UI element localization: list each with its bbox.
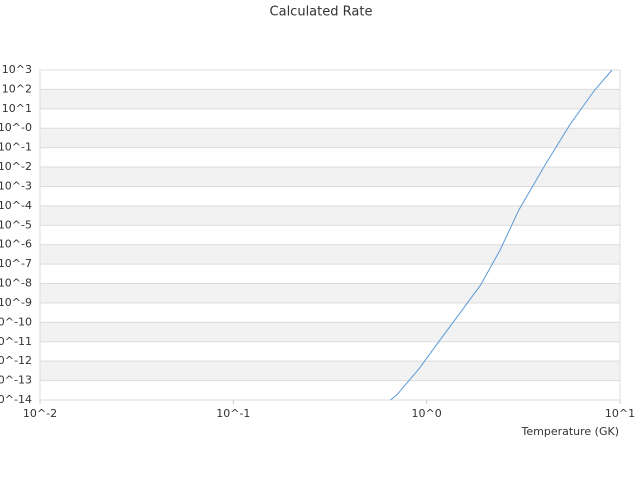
y-tick-label: 10^-2 <box>0 160 32 173</box>
y-tick-label: 10^3 <box>2 63 32 76</box>
y-tick-label: 10^-0 <box>0 121 32 134</box>
y-tick-label: 10^1 <box>2 102 32 115</box>
y-tick-label: 10^-7 <box>0 257 32 270</box>
y-tick-label: 10^2 <box>2 82 32 95</box>
grid-band <box>40 361 620 381</box>
x-tick-label: 10^-2 <box>23 407 57 420</box>
data-line <box>390 69 613 401</box>
y-tick-label: 10^-5 <box>0 218 32 231</box>
x-tick-label: 10^1 <box>605 407 635 420</box>
y-tick-label: 10^-6 <box>0 238 32 251</box>
grid-band <box>40 205 620 226</box>
x-axis-label: Temperature (GK) <box>521 425 620 438</box>
y-tick-label: 10^-8 <box>0 277 32 290</box>
y-tick-label: 10^-14 <box>0 393 32 406</box>
x-tick-label: 10^-1 <box>216 407 250 420</box>
plot-frame <box>39 69 621 401</box>
y-tick-label: 10^-9 <box>0 296 32 309</box>
grid-band <box>40 322 620 342</box>
grid-band <box>40 128 620 148</box>
y-tick-label: 10^-12 <box>0 354 32 367</box>
x-tick-label: 10^0 <box>412 407 442 420</box>
y-tick-label: 10^-13 <box>0 374 32 387</box>
y-tick-label: 10^-11 <box>0 335 32 348</box>
grid-band <box>40 89 620 109</box>
y-tick-label: 10^-1 <box>0 141 32 154</box>
y-tick-label: 10^-10 <box>0 315 32 328</box>
grid-band <box>40 283 620 303</box>
y-tick-label: 10^-4 <box>0 199 32 212</box>
chart-title: Calculated Rate <box>270 5 373 20</box>
y-tick-label: 10^-3 <box>0 179 32 192</box>
grid-band <box>40 244 620 265</box>
grid-band <box>40 167 620 187</box>
